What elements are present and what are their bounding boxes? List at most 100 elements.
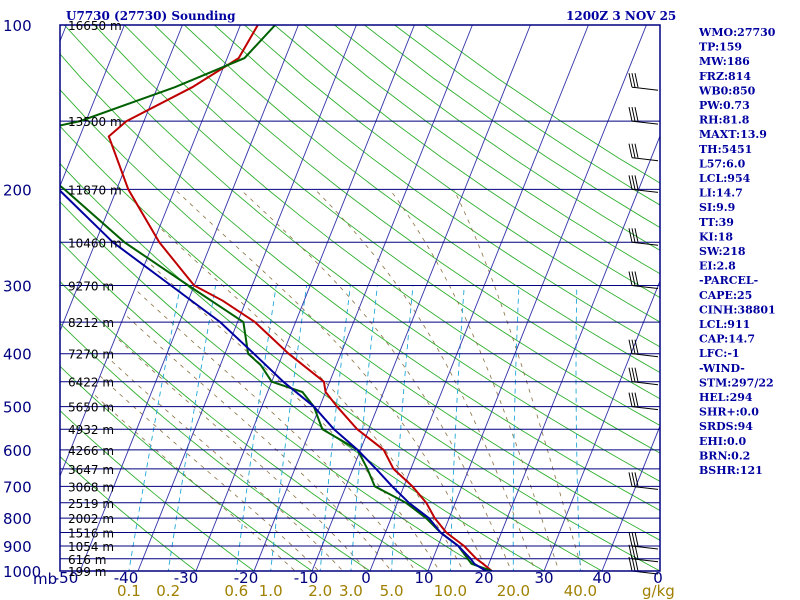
moist-adiabat — [453, 189, 583, 571]
wind-barb-feather — [628, 544, 633, 559]
dry-adiabat — [184, 25, 660, 374]
moist-adiabat — [117, 338, 368, 571]
isotherm — [60, 25, 125, 188]
temperature-tick-label: 10 — [414, 569, 433, 587]
mixing-ratio-unit-label: g/kg — [642, 582, 675, 600]
sounding-index: RH:81.8 — [699, 114, 750, 127]
temperature-tick-label: -40 — [114, 569, 139, 587]
sounding-index: WB0:850 — [698, 84, 756, 97]
isotherm — [543, 279, 660, 571]
sounding-index: HEL:294 — [699, 391, 753, 404]
sounding-index: EI:2.8 — [699, 260, 736, 273]
wind-barb — [631, 406, 659, 411]
temperature-tick-label: -50 — [54, 569, 79, 587]
mixing-ratio-line — [167, 285, 217, 571]
temperature-tick-label: -10 — [294, 569, 319, 587]
wind-barb — [631, 485, 659, 490]
wind-barb-feather — [628, 472, 633, 487]
isotherm — [311, 25, 531, 571]
wind-barb-feather — [631, 271, 636, 286]
mixing-ratio-line — [575, 285, 581, 571]
dry-adiabat — [124, 25, 660, 427]
wind-barb-feather — [628, 143, 633, 158]
height-label: 4932 m — [68, 423, 114, 437]
sounding-index: MAXT:13.9 — [699, 128, 767, 141]
dry-adiabat — [60, 125, 660, 571]
moist-adiabat — [174, 189, 488, 571]
wind-barb-feather — [631, 73, 636, 88]
height-label: 616 m — [68, 553, 106, 567]
wind-barb-feather — [631, 339, 636, 354]
height-label: 3068 m — [68, 480, 114, 494]
wind-barb-feather — [631, 106, 636, 122]
wind-barb-feather — [628, 392, 633, 407]
height-label: 9270 m — [68, 280, 114, 294]
wind-barb-feather — [634, 106, 639, 122]
isotherm — [601, 424, 660, 571]
sounding-index: FRZ:814 — [699, 70, 751, 83]
temperature-tick-label: -20 — [234, 569, 259, 587]
wind-barb-feather — [634, 228, 639, 243]
sounding-index: MW:186 — [699, 55, 750, 68]
height-label: 4266 m — [68, 444, 114, 458]
sounding-index: LCL:911 — [699, 318, 750, 331]
mixing-ratio-tick-label: 3.0 — [339, 582, 363, 600]
isotherm — [137, 25, 357, 571]
sounding-index: -PARCEL- — [699, 274, 758, 287]
sounding-index: CAP:14.7 — [699, 333, 755, 346]
wind-barb-feather — [634, 472, 639, 487]
mixing-ratio-tick-label: 40.0 — [564, 582, 597, 600]
wind-barb-feather — [634, 544, 639, 559]
height-label: 13500 m — [68, 115, 122, 129]
sounding-index: SW:218 — [699, 245, 746, 258]
wind-barb — [631, 381, 659, 386]
sounding-index: L57:6.0 — [699, 157, 746, 170]
wind-barb-feather — [631, 472, 636, 487]
mixing-ratio-tick-label: 0.1 — [117, 582, 141, 600]
sounding-index: SHR+:0.0 — [699, 406, 759, 419]
wind-barb — [631, 188, 659, 193]
dry-adiabat — [274, 25, 660, 299]
wind-barb-feather — [634, 73, 639, 88]
isotherm — [60, 25, 241, 478]
height-label: 1516 m — [68, 527, 114, 541]
moist-adiabat — [135, 289, 416, 571]
sounding-index: BSHR:121 — [699, 464, 763, 477]
dry-adiabat — [63, 25, 660, 482]
temperature-tick-label: -30 — [174, 569, 199, 587]
sounding-index: LFC:-1 — [699, 347, 740, 360]
temperature-tick-label: 30 — [534, 569, 553, 587]
sounding-index: KI:18 — [699, 230, 733, 243]
pressure-tick-label: 500 — [3, 399, 32, 417]
dry-adiabat — [60, 53, 660, 512]
mixing-ratio-tick-label: 10.0 — [434, 582, 467, 600]
wind-barb-feather — [628, 367, 633, 382]
wind-barb-feather — [628, 175, 633, 190]
mixing-ratio-tick-label: 1.0 — [259, 582, 283, 600]
isotherm — [253, 25, 473, 571]
height-label: 2002 m — [68, 512, 114, 526]
dry-adiabat — [60, 456, 197, 571]
pressure-tick-label: 100 — [3, 17, 32, 35]
wind-barb-feather — [634, 271, 639, 286]
dry-adiabat — [93, 25, 660, 454]
moist-adiabat — [100, 376, 320, 571]
temperature-tick-label: 40 — [592, 569, 611, 587]
mixing-ratio-line — [512, 285, 520, 571]
wind-barb-feather — [634, 143, 639, 158]
wind-barb-feather — [631, 367, 636, 382]
wind-barb-feather — [628, 531, 633, 547]
wind-barb-feather — [628, 339, 633, 354]
wind-barb — [631, 157, 659, 162]
wind-barb — [631, 558, 659, 563]
sounding-index: TP:159 — [699, 41, 742, 54]
sounding-index: WMO:27730 — [698, 26, 776, 39]
sounding-index: EHI:0.0 — [699, 435, 746, 448]
wind-barb — [631, 241, 659, 246]
isotherm — [195, 25, 415, 571]
chart-title-right: 1200Z 3 NOV 25 — [566, 9, 676, 23]
sounding-index: SRDS:94 — [699, 420, 753, 433]
height-label: 5650 m — [68, 401, 114, 415]
wind-barb-feather — [634, 339, 639, 354]
dry-adiabat — [214, 25, 660, 348]
